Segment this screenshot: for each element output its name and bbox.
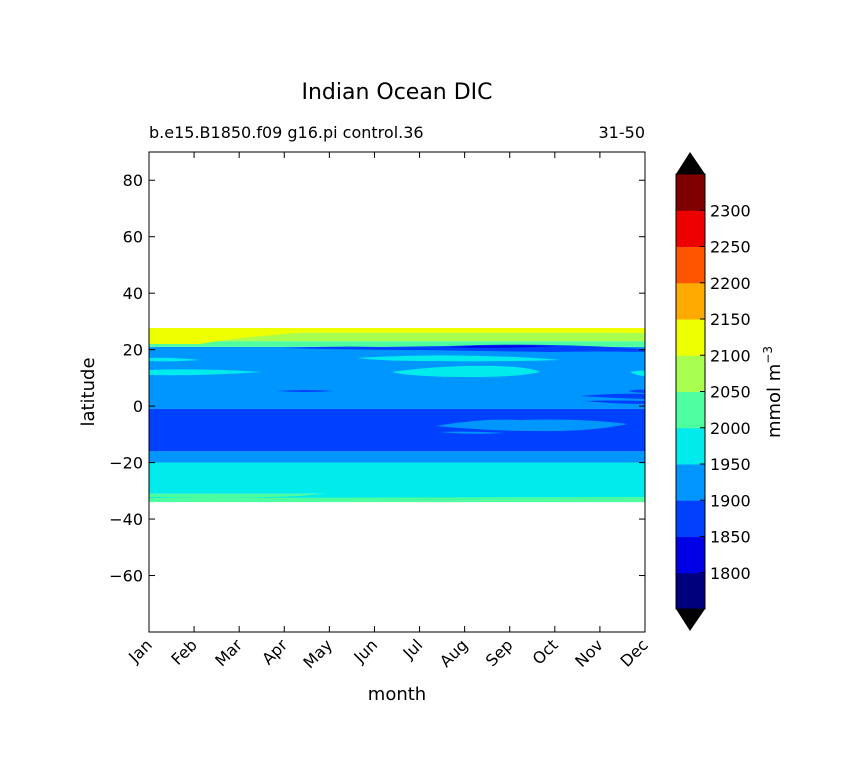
chart-subtitle-left: b.e15.B1850.f09 g16.pi control.36 — [149, 123, 424, 142]
colorbar-segment — [676, 355, 705, 392]
colorbar-segment — [676, 464, 705, 501]
contour-patch-aqua-north-left — [149, 369, 262, 376]
colorbar-tick-label: 2050 — [710, 383, 751, 402]
colorbar-segment — [676, 210, 705, 247]
contour-patch-lime-left — [149, 330, 312, 344]
colorbar-over-arrow — [676, 152, 705, 174]
colorbar-segment — [676, 391, 705, 429]
colorbar-ticks: 1800 1850 1900 1950 2000 2050 2100 2150 2200 2250… — [700, 201, 751, 583]
colorbar-under-arrow — [676, 609, 705, 631]
colorbar-tick-label: 1800 — [710, 564, 751, 583]
colorbar-tick-label: 2300 — [710, 201, 751, 220]
contour-patch-blue-north — [282, 344, 645, 352]
contour-patch-blue-small-2 — [580, 393, 645, 399]
colorbar-tick-label: 1900 — [710, 491, 751, 510]
contour-detail-layer — [149, 328, 645, 498]
colorbar-label-exponent: −3 — [761, 346, 775, 364]
contour-patch-aqua-north-right — [392, 365, 540, 377]
x-tick-label-feb: Feb — [167, 635, 200, 668]
y-tick-label: −60 — [109, 567, 143, 586]
y-tick-label: −40 — [109, 510, 143, 529]
y-tick-label: −20 — [109, 454, 143, 473]
colorbar-tick-label: 2150 — [710, 310, 751, 329]
contour-patch-aqua-small — [149, 357, 200, 362]
y-axis: 80 60 40 20 0 −20 −40 −60 — [109, 171, 645, 586]
chart-subtitle-right: 31-50 — [599, 123, 646, 142]
colorbar: 1800 1850 1900 1950 2000 2050 2100 2150 2200 2250… — [675, 152, 785, 631]
x-tick-label-aug: Aug — [436, 635, 472, 671]
contour-patch-lightblue-south — [436, 419, 628, 432]
colorbar-tick-label: 1850 — [710, 528, 751, 547]
x-tick-label-jun: Jun — [349, 635, 381, 667]
contour-patch-deepblue-north — [445, 345, 555, 348]
colorbar-segment — [676, 500, 705, 537]
x-axis-label: month — [368, 684, 426, 705]
contour-band-2150-2200 — [149, 329, 645, 333]
x-tick-label-jan: Jan — [124, 635, 156, 667]
y-axis-label: latitude — [78, 357, 99, 426]
contour-patch-blue-small-3 — [585, 400, 645, 404]
x-tick-label-jul: Jul — [399, 635, 427, 663]
x-tick-label-mar: Mar — [211, 635, 246, 670]
colorbar-segment — [676, 572, 705, 610]
colorbar-tick-label: 2250 — [710, 238, 751, 257]
x-tick-label-dec: Dec — [616, 635, 651, 670]
contour-patch-aqua-right-edge — [630, 370, 645, 376]
contour-patch-blue-small-1 — [277, 390, 334, 392]
y-tick-label: 80 — [123, 171, 143, 190]
x-tick-label-apr: Apr — [258, 635, 291, 668]
plot-area: 80 60 40 20 0 −20 −40 −60 Jan Feb Mar Apr May Jun Jul… — [109, 151, 652, 672]
y-tick-label: 40 — [123, 284, 143, 303]
x-tick-label-may: May — [299, 635, 336, 672]
colorbar-segment — [676, 427, 705, 465]
x-tick-label-nov: Nov — [571, 635, 607, 671]
x-tick-label-oct: Oct — [529, 635, 562, 668]
contour-patch-aqua-southband-bulge — [149, 486, 645, 498]
x-tick-label-sep: Sep — [482, 635, 517, 670]
contour-patch-aqua-mid — [357, 355, 560, 362]
contour-band-1950-2000 — [149, 462, 645, 494]
colorbar-segments — [676, 174, 705, 610]
y-tick-label: 20 — [123, 341, 143, 360]
colorbar-segment — [676, 319, 705, 356]
contour-band-2050-2100 — [149, 493, 645, 503]
colorbar-label: mmol m−3 — [761, 346, 785, 438]
colorbar-label-unit: mmol m — [764, 364, 785, 438]
y-tick-label: 0 — [133, 397, 143, 416]
colorbar-tick-label: 2200 — [710, 274, 751, 293]
contour-patch-blue-small-4 — [628, 389, 645, 393]
contour-band-1900-1950 — [149, 451, 645, 463]
colorbar-segment — [676, 246, 705, 284]
plot-frame — [148, 151, 646, 633]
colorbar-segment — [676, 536, 705, 574]
colorbar-segment — [676, 174, 705, 211]
contour-patch-lightblue-south-2 — [440, 431, 505, 434]
colorbar-tick-label: 2100 — [710, 346, 751, 365]
contour-fill-layer — [149, 329, 645, 503]
y-tick-label: 60 — [123, 228, 143, 247]
contour-band-2050-2100 — [149, 341, 645, 347]
colorbar-tick-label: 1950 — [710, 455, 751, 474]
chart-title: Indian Ocean DIC — [301, 80, 492, 105]
colorbar-tick-label: 2000 — [710, 419, 751, 438]
contour-band-2100-2150 — [149, 332, 645, 342]
colorbar-segment — [676, 282, 705, 320]
